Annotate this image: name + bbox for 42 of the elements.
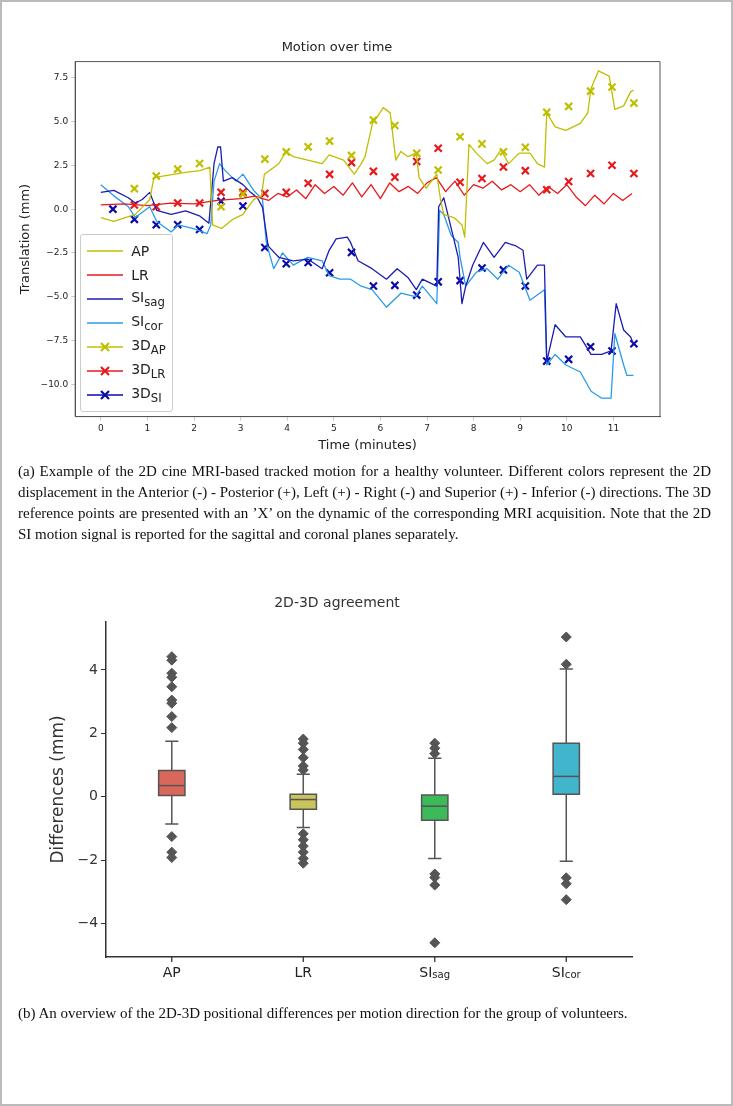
- y-tick-label: 5.0: [53, 115, 69, 126]
- x-tick-label: 8: [470, 423, 477, 434]
- x-tick-label: 6: [377, 423, 384, 434]
- y-tick-label: 2.5: [53, 159, 69, 170]
- y-tick-label: −5.0: [46, 291, 69, 302]
- x-tick-label: 4: [284, 423, 291, 434]
- x-tick-label: LR: [294, 963, 313, 980]
- y-tick-label: −4: [77, 914, 99, 931]
- x-tick-label: SIsag: [419, 963, 451, 980]
- legend-label: 3D$_{SI}$: [131, 384, 162, 405]
- legend-label: SI$_{sag}$: [131, 288, 165, 309]
- legend-label: SI$_{cor}$: [131, 312, 163, 333]
- y-tick-label: 0: [89, 787, 99, 804]
- y-tick-label: −7.5: [46, 334, 69, 345]
- y-tick-label: 7.5: [53, 72, 69, 83]
- legend-label: LR: [131, 266, 149, 283]
- x-tick-label: 10: [561, 423, 573, 434]
- x-tick-label: 3: [237, 423, 244, 434]
- y-axis-title: Differences (mm): [46, 715, 67, 864]
- y-tick-label: −2.5: [46, 247, 69, 258]
- text: (a) Example of the 2D cine MRI-based tracked motion for a healthy volunteer. Different colors represent the 2D displacement in the Anterior (-) - Posterior (+), Left (+) - Right (-) and Superior (+) - Inferior (-) directions. The 3D reference points are presented with an ’X’ on the dynamic of the corresponding MRI acquisition. Note that the 2D SI motion signal is reported for the sagittal and coronal planes separately.: [18, 462, 711, 544]
- legend-label: 3D$_{LR}$: [131, 360, 166, 381]
- legend-label: AP: [131, 242, 150, 259]
- y-tick-label: 2: [89, 723, 99, 740]
- text: (b) An overview of the 2D-3D positional differences per motion direction for the group of volunteers.: [18, 1004, 629, 1023]
- y-tick-label: −2: [77, 850, 99, 867]
- y-tick-label: 4: [89, 660, 99, 677]
- x-tick-label: AP: [162, 963, 181, 980]
- x-tick-label: 2: [191, 423, 197, 434]
- y-tick-label: 0.0: [53, 203, 69, 214]
- x-tick-label: 1: [144, 423, 151, 434]
- x-tick-label: 11: [607, 423, 620, 434]
- x-tick-label: 9: [517, 423, 524, 434]
- y-axis-title: Translation (mm): [17, 183, 33, 296]
- x-axis-title: Time (minutes): [317, 436, 417, 452]
- chart-title: 2D-3D agreement: [274, 594, 401, 611]
- chart-title: Motion over time: [281, 39, 393, 55]
- x-tick-label: 5: [330, 423, 337, 434]
- x-tick-label: 7: [424, 423, 430, 434]
- x-tick-label: SIcor: [551, 963, 582, 980]
- y-tick-label: −10.0: [40, 378, 69, 389]
- legend-label: 3D$_{AP}$: [131, 336, 166, 357]
